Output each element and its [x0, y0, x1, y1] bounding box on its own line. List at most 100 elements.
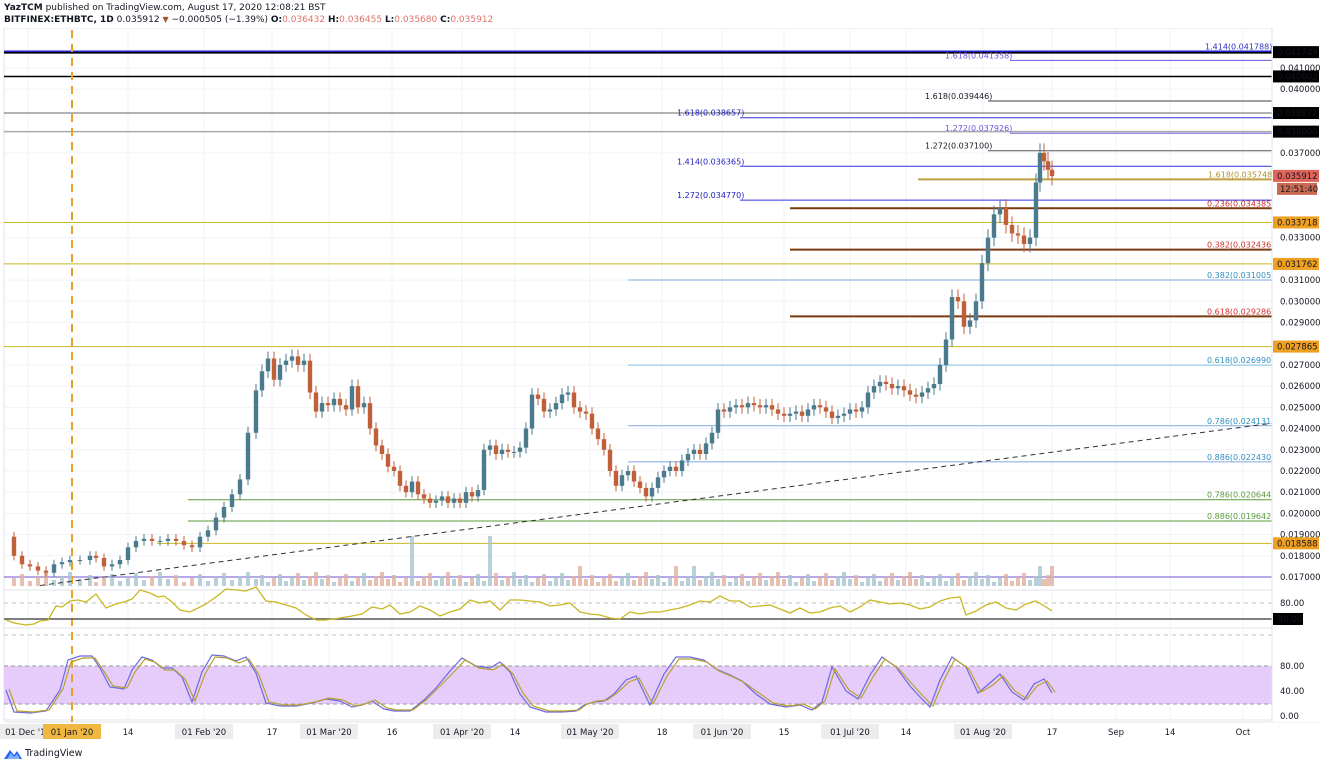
- candle: [475, 490, 481, 497]
- price-tick: 0.019000: [1280, 531, 1321, 541]
- fib-label: 0.382(0.032436): [1207, 241, 1274, 250]
- svg-text:0.031762: 0.031762: [1277, 260, 1318, 270]
- candle: [955, 297, 961, 302]
- candle: [985, 237, 991, 264]
- publisher-name: YazTCM: [4, 3, 43, 13]
- candle: [77, 560, 83, 562]
- price-tick: 0.031000: [1280, 276, 1321, 286]
- candle: [1027, 237, 1033, 245]
- candle: [583, 411, 589, 414]
- low-label: L:: [384, 15, 395, 25]
- candle: [991, 214, 997, 238]
- candle: [529, 394, 535, 429]
- candle: [931, 384, 937, 389]
- candle: [1037, 152, 1043, 183]
- candle: [379, 445, 385, 454]
- candle: [59, 562, 65, 565]
- low-value: 0.035680: [394, 15, 438, 25]
- fib-level[interactable]: 1.618(0.039446): [925, 92, 1272, 102]
- candle: [409, 481, 415, 493]
- candle: [517, 447, 523, 452]
- fib-level[interactable]: 0.786(0.024131): [628, 417, 1274, 427]
- candle: [1021, 235, 1027, 245]
- candle: [197, 536, 203, 548]
- time-tick: 01 Apr '20: [433, 724, 491, 739]
- price-badge: 0.040602: [1273, 70, 1319, 83]
- candle: [265, 358, 271, 372]
- fib-level[interactable]: 1.414(0.036365): [677, 157, 1272, 167]
- candle: [853, 409, 859, 412]
- candle: [625, 470, 631, 476]
- fib-level[interactable]: 1.272(0.037926): [945, 124, 1272, 134]
- trendline[interactable]: [39, 422, 1273, 586]
- candle: [149, 538, 155, 541]
- time-tick: 01 Dec '19: [0, 724, 57, 739]
- candle: [841, 413, 847, 416]
- price-badge: 0.027865: [1273, 340, 1319, 353]
- candle: [319, 403, 325, 412]
- stoch-rsi-panel[interactable]: [4, 654, 1272, 714]
- price-badge: 0.035912: [1273, 169, 1319, 182]
- candle: [595, 428, 601, 440]
- candle: [511, 451, 517, 453]
- price-chart[interactable]: 1.414(0.041788) 1.618(0.041358) 1.618(0.03…: [0, 28, 1323, 748]
- candle: [1033, 182, 1039, 238]
- fib-label: 1.414(0.041788): [1205, 42, 1272, 51]
- fib-level[interactable]: 0.618(0.029286): [790, 307, 1274, 318]
- svg-text:01 Feb '20: 01 Feb '20: [182, 728, 226, 738]
- fib-levels[interactable]: 1.414(0.041788) 1.618(0.041358) 1.618(0.03…: [4, 30, 1275, 722]
- price-axis[interactable]: 0.041000 0.040000 0.037000 0.033000 0.031000…: [1271, 28, 1323, 722]
- fib-level[interactable]: 0.886(0.022430): [628, 453, 1274, 463]
- candle: [213, 517, 219, 531]
- open-label: O:: [270, 15, 283, 25]
- fib-level[interactable]: 1.414(0.041788): [4, 42, 1272, 53]
- symbol-legend: BITFINEX:ETHBTC, 1D 0.035912 ▼ −0.000505…: [4, 14, 493, 26]
- rsi-panel[interactable]: [4, 586, 1272, 636]
- candle: [997, 207, 1003, 215]
- svg-text:01 Dec '19: 01 Dec '19: [5, 728, 51, 738]
- fib-level[interactable]: 0.236(0.034385): [790, 199, 1274, 210]
- fib-level[interactable]: 0.886(0.019642): [188, 512, 1274, 522]
- svg-text:0.041749: 0.041749: [1277, 48, 1318, 58]
- fib-level[interactable]: 0.618(0.026990): [628, 356, 1274, 366]
- fib-level[interactable]: 1.618(0.038657): [677, 109, 1272, 119]
- candle: [547, 409, 553, 412]
- svg-text:0.033718: 0.033718: [1277, 218, 1318, 228]
- time-tick: Oct: [1236, 728, 1251, 738]
- fib-level[interactable]: 0.786(0.020644): [188, 491, 1274, 501]
- candle: [277, 364, 283, 380]
- price-tick: 0.033000: [1280, 234, 1321, 244]
- candle: [649, 487, 655, 497]
- fib-level[interactable]: 1.618(0.035748): [918, 170, 1275, 181]
- fib-level[interactable]: 0.382(0.032436): [790, 241, 1274, 251]
- price-tick: 0.037000: [1280, 149, 1321, 159]
- candle: [433, 500, 439, 503]
- fib-level[interactable]: 0.382(0.031005): [628, 271, 1274, 281]
- candle: [469, 492, 475, 497]
- time-tick: 01 Jan '20: [43, 724, 101, 739]
- svg-text:14: 14: [901, 728, 912, 738]
- tradingview-logo[interactable]: TradingView: [4, 748, 82, 759]
- price-tick: 0.030000: [1280, 297, 1321, 307]
- last-price: 0.035912: [116, 15, 160, 25]
- candle: [313, 392, 319, 412]
- candle: [727, 407, 733, 412]
- time-tick: 17: [1047, 728, 1058, 738]
- candle: [445, 496, 451, 503]
- time-tick: 15: [779, 728, 790, 738]
- candle: [751, 403, 757, 406]
- svg-text:Oct: Oct: [1236, 728, 1251, 738]
- fib-level[interactable]: 1.272(0.034770): [677, 191, 1272, 201]
- fib-level[interactable]: 1.272(0.037100): [925, 142, 1272, 152]
- candle: [601, 439, 607, 450]
- svg-text:Sep: Sep: [1108, 728, 1124, 738]
- svg-text:0.038877: 0.038877: [1277, 109, 1318, 119]
- time-axis[interactable]: 01 Dec '19 01 Jan '20 14 01 Feb '20 17 01 Mar…: [0, 724, 1251, 739]
- candle: [173, 538, 179, 541]
- candle: [109, 564, 115, 567]
- candlesticks[interactable]: [11, 143, 1055, 578]
- candle: [895, 386, 901, 389]
- fib-level[interactable]: 1.618(0.041358): [945, 51, 1272, 61]
- candle: [189, 545, 195, 548]
- time-tick: 14: [123, 728, 134, 738]
